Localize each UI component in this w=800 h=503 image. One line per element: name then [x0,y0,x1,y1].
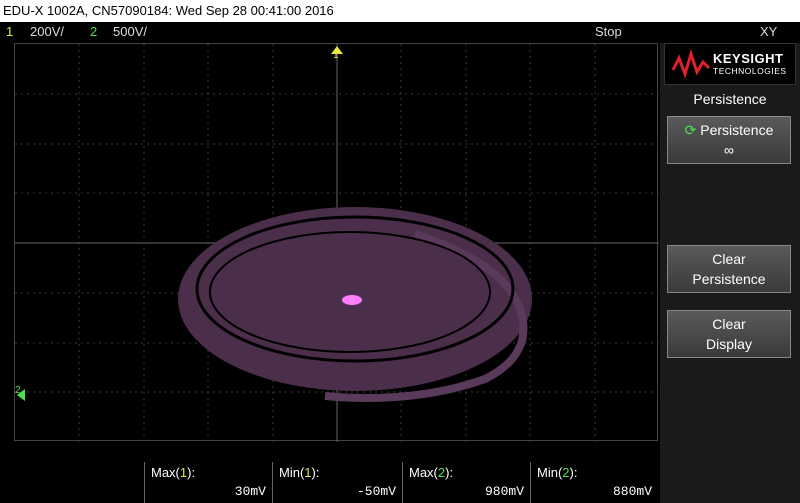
trace-center-dot [342,295,362,305]
run-state: Stop [595,24,622,39]
ch1-scale[interactable]: 200V/ [30,24,64,39]
trace-ring-outer [195,215,515,363]
measurement-max-ch2[interactable]: Max(2): 980mV [402,462,530,503]
svg-text:1: 1 [333,50,339,61]
persistence-label: Persistence [700,122,774,138]
clear-persistence-line1: Clear [712,251,746,267]
measurement-min-ch2[interactable]: Min(2): 880mV [530,462,658,503]
display-mode: XY [760,24,778,39]
svg-text:2: 2 [15,385,21,396]
cycle-icon: ⟳ [684,122,697,138]
measurement-min-ch1[interactable]: Min(1): -50mV [272,462,402,503]
clear-persistence-line2: Persistence [692,271,766,287]
clear-display-line2: Display [706,336,752,352]
trace-ring-inner [209,231,491,353]
measurement-max-ch1[interactable]: Max(1): 30mV [144,462,272,503]
clear-display-line1: Clear [712,316,746,332]
clear-persistence-button[interactable]: Clear Persistence [667,245,791,293]
persistence-value: ∞ [724,142,734,158]
graticule: 1 2 [15,44,659,442]
waveform-display[interactable]: 1 2 [14,43,659,442]
clear-display-button[interactable]: Clear Display [667,310,791,358]
trace-tail [324,230,528,402]
measurement-value: -50mV [356,484,396,499]
ch1-marker[interactable]: 1 [331,46,343,61]
title-bar: EDU-X 1002A, CN57090184: Wed Sep 28 00:4… [0,0,800,22]
ch1-number[interactable]: 1 [6,24,14,39]
brand-name: KEYSIGHT [713,51,784,66]
xy-trace [178,207,532,402]
measurement-value: 980mV [484,484,524,499]
keysight-wave-icon [671,50,711,79]
measurement-bar: Max(1): 30mV Min(1): -50mV Max(2): 980mV… [0,462,660,503]
brand-sub: TECHNOLOGIES [713,66,787,76]
measurement-value: 30mV [234,484,266,499]
ch2-scale[interactable]: 500V/ [113,24,147,39]
softkey-panel: KEYSIGHT TECHNOLOGIES Persistence ⟳ Pers… [660,43,800,503]
menu-title: Persistence [693,91,767,107]
measurement-value: 880mV [612,484,652,499]
ch2-number[interactable]: 2 [90,24,98,39]
ch2-marker[interactable]: 2 [15,385,25,401]
status-bar: 1 200V/ 2 500V/ Stop XY [0,22,800,42]
persistence-softkey[interactable]: ⟳ Persistence ∞ [667,116,791,164]
keysight-logo: KEYSIGHT TECHNOLOGIES [664,43,796,85]
